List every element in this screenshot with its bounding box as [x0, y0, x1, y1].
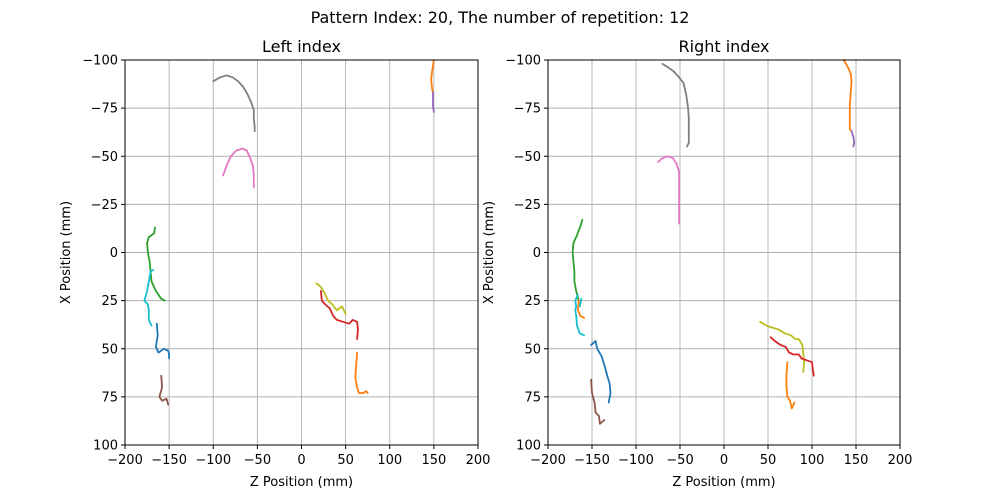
y-tick-label: −50 [514, 150, 541, 165]
y-tick-label: −25 [514, 198, 541, 213]
x-tick-label: 150 [421, 453, 446, 468]
trajectory-line [354, 351, 369, 394]
x-tick-label: −50 [666, 453, 693, 468]
trajectory-line [158, 374, 170, 406]
x-tick-label: 0 [720, 453, 728, 468]
y-tick-label: −50 [91, 150, 118, 165]
x-tick-label: 100 [377, 453, 402, 468]
y-tick-label: 50 [524, 342, 541, 357]
y-tick-label: −25 [91, 198, 118, 213]
trajectory-line [571, 218, 584, 302]
x-axis-label: Z Position (mm) [672, 475, 775, 490]
x-tick-label: −100 [618, 453, 654, 468]
y-tick-label: 100 [516, 439, 541, 454]
y-axis-label: X Position (mm) [59, 201, 74, 304]
trajectory-line [759, 320, 805, 373]
y-tick-label: 0 [533, 246, 541, 261]
y-tick-label: 25 [101, 294, 118, 309]
x-tick-label: −200 [107, 453, 143, 468]
y-tick-label: −75 [514, 102, 541, 117]
x-tick-label: 200 [466, 453, 491, 468]
trajectory-line [212, 74, 256, 133]
right-panel: −200 −150 −100 −50 0 50 100 150 200 −100 −75 −50 −25… [482, 37, 912, 490]
trajectory-line [146, 226, 166, 302]
trajectory-line [578, 297, 583, 308]
trajectory-line [661, 63, 690, 148]
trajectory-line [590, 378, 606, 425]
y-tick-label: 100 [93, 439, 118, 454]
y-tick-label: −100 [505, 54, 541, 69]
x-axis-label: Z Position (mm) [250, 475, 353, 490]
trajectory-line [769, 336, 815, 377]
y-tick-label: 75 [524, 390, 541, 405]
y-tick-label: 25 [524, 294, 541, 309]
left-panel: −200 −150 −100 −50 0 50 100 150 200 −100 −75 −50 −25… [59, 37, 490, 490]
x-tick-label: 200 [888, 453, 913, 468]
y-tick-label: 50 [101, 342, 118, 357]
y-tick-label: 0 [110, 246, 118, 261]
figure-title: Pattern Index: 20, The number of repetit… [311, 8, 690, 27]
trajectory-line [657, 155, 680, 225]
x-tick-label: 50 [337, 453, 354, 468]
trajectory-line [222, 147, 255, 188]
panel-title: Right index [679, 37, 770, 56]
x-tick-label: −50 [244, 453, 271, 468]
y-tick-label: 75 [101, 390, 118, 405]
x-tick-label: −150 [574, 453, 610, 468]
trajectory-line [850, 130, 856, 148]
trajectory-line [574, 294, 585, 337]
x-tick-label: 50 [760, 453, 777, 468]
x-tick-label: 100 [800, 453, 825, 468]
trajectory-line [432, 91, 435, 113]
trajectory-line [842, 59, 853, 133]
trajectory-line [430, 59, 435, 94]
trajectory-line [320, 290, 359, 340]
trajectory-line [785, 361, 796, 410]
y-tick-label: −75 [91, 102, 118, 117]
x-tick-label: −100 [195, 453, 231, 468]
x-tick-label: −200 [530, 453, 566, 468]
trajectory-line [143, 268, 155, 327]
y-axis-label: X Position (mm) [482, 201, 497, 304]
x-tick-label: 150 [844, 453, 869, 468]
trajectory-line [315, 282, 347, 315]
trajectory-line [155, 322, 170, 360]
y-tick-label: −100 [82, 54, 118, 69]
trajectory-line [590, 340, 612, 404]
x-tick-label: 0 [297, 453, 305, 468]
trajectory-line [577, 299, 585, 319]
x-tick-label: −150 [151, 453, 187, 468]
panel-title: Left index [262, 37, 341, 56]
